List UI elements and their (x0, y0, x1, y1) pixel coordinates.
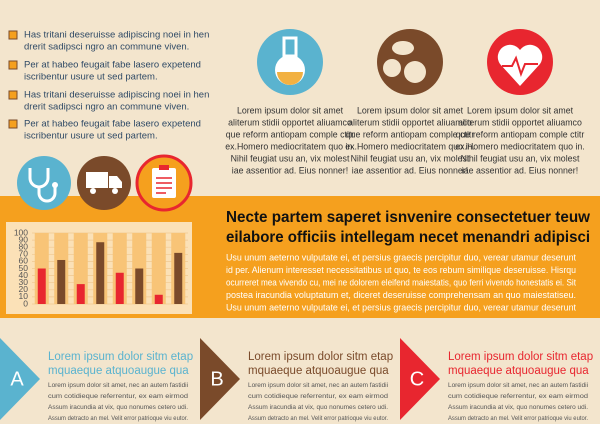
truck-icon (77, 156, 131, 210)
section-body: Assum detracto an mel. Velit error patri… (448, 415, 588, 422)
bar (135, 268, 144, 304)
feature-text: aliterum stidii opportet aliuamco (348, 117, 472, 127)
bullet-text: Has tritani deseruisse adipiscing noei i… (24, 30, 209, 41)
section-body: Assum detracto an mel. Velit error patri… (248, 415, 388, 422)
article-title: eilabore officiis intellegam necet menan… (226, 229, 590, 246)
bar (76, 284, 85, 304)
y-tick-label: 30 (19, 277, 29, 287)
section-body: Assum iracundia at vix, quo nonumes cete… (48, 404, 188, 411)
bullet-text: Per at habeo feugait fabe lasero expeten… (24, 60, 201, 71)
feature-text: Lorem ipsum dolor sit amet (357, 105, 464, 115)
section-heading: Lorem ipsum dolor sitm etap (448, 351, 593, 363)
feature-text: ex.Homero mediocritatem quo in. (345, 141, 475, 151)
feature-text: ex.Homero mediocritatem quo in. (225, 141, 355, 151)
section-heading: mquaeque atquoaugue qua (48, 365, 189, 377)
feature-text: aliterum stidii opportet aliuamco (458, 117, 582, 127)
bar (96, 242, 105, 304)
pills-icon (377, 29, 443, 95)
bullet-icon (8, 90, 18, 100)
section-body: Assum iracundia at vix, quo nonumes cete… (248, 404, 388, 411)
bullet-icon (8, 30, 18, 40)
clipboard-icon (135, 154, 193, 212)
article-body: Usu unum aeterno vulputate ei, et persiu… (226, 253, 576, 264)
article-body: Usu unum aeterno vulputate ei, et persiu… (226, 303, 576, 314)
bullet-text: iscribentur usure ut sed partem. (24, 131, 158, 142)
bullet-text: iscribentur usure ut sed partem. (24, 72, 158, 83)
y-tick-label: 70 (19, 249, 29, 259)
section-heading: mquaeque atquoaugue qua (448, 365, 589, 377)
section-body: cum cotidieque referrentur, ex eam eirmo… (248, 393, 388, 400)
article-body: id per. Alienum interesset necessitatibu… (226, 265, 576, 276)
bullet-text: Has tritani deseruisse adipiscing noei i… (24, 90, 209, 101)
y-tick-label: 40 (19, 270, 29, 280)
section-body: Lorem ipsum dolor sit amet, nec an autem… (48, 382, 188, 389)
y-tick-label: 0 (23, 298, 28, 308)
bar (115, 272, 124, 304)
section-heading: Lorem ipsum dolor sitm etap (248, 351, 393, 363)
section-heading: mquaeque atquoaugue qua (248, 365, 389, 377)
heart-icon (487, 29, 553, 95)
article-body: ocurreret mea vivendo cu, mei ne dolorem… (226, 278, 576, 289)
feature-text: ex.Homero mediocritatem quo in. (455, 141, 585, 151)
article-title: Necte partem saperet isnvenire consectet… (226, 209, 591, 226)
feature-text: que reform antiopam comple ctitr (456, 129, 585, 139)
bar (37, 268, 46, 304)
section-letter: B (210, 368, 223, 390)
feature-text: Nihil feugiat usu an, vix molest (351, 153, 470, 163)
y-tick-label: 90 (19, 234, 29, 244)
y-tick-label: 10 (19, 291, 29, 301)
section-letter: C (410, 368, 424, 390)
triangle-a (0, 338, 40, 420)
section-body: Assum detracto an mel. Velit error patri… (48, 415, 188, 422)
bar (174, 252, 183, 304)
section-body: Lorem ipsum dolor sit amet, nec an autem… (248, 382, 388, 389)
stethoscope-icon (17, 156, 71, 210)
flask-icon (257, 29, 323, 95)
feature-text: que reform antiopam comple ctitr (226, 129, 355, 139)
y-tick-label: 20 (19, 284, 29, 294)
feature-text: Nihil feugiat usu an, vix molest (461, 153, 580, 163)
triangle-b (200, 338, 240, 420)
y-tick-label: 100 (14, 227, 28, 237)
y-tick-label: 50 (19, 263, 29, 273)
feature-text: iae assentior ad. Eius nonner! (232, 165, 348, 175)
feature-text: Nihil feugiat usu an, vix molest (231, 153, 350, 163)
bullet-text: Per at habeo feugait fabe lasero expeten… (24, 119, 201, 130)
bullet-text: drerit sadipsci ngro an commune viven. (24, 42, 189, 53)
bar (57, 259, 66, 304)
feature-text: iae assentior ad. Eius nonner! (462, 165, 578, 175)
section-body: Assum iracundia at vix, quo nonumes cete… (448, 404, 588, 411)
bar-track (151, 233, 166, 304)
section-heading: Lorem ipsum dolor sitm etap (48, 351, 193, 363)
feature-text: que reform antiopam comple ctitr (346, 129, 475, 139)
bar (154, 294, 163, 304)
feature-text: iae assentior ad. Eius nonner! (352, 165, 468, 175)
article-body: postea iracundia voluptatum et, diceret … (226, 290, 576, 301)
y-tick-label: 60 (19, 256, 29, 266)
feature-text: Lorem ipsum dolor sit amet (467, 105, 574, 115)
triangle-c (400, 338, 440, 420)
bullet-text: drerit sadipsci ngro an commune viven. (24, 102, 189, 113)
section-body: Lorem ipsum dolor sit amet, nec an autem… (448, 382, 588, 389)
bullet-icon (8, 119, 18, 129)
section-body: cum cotidieque referrentur, ex eam eirmo… (448, 393, 588, 400)
bullet-icon (8, 60, 18, 70)
feature-text: aliterum stidii opportet aliuamco (228, 117, 352, 127)
feature-text: Lorem ipsum dolor sit amet (237, 105, 344, 115)
section-letter: A (10, 368, 24, 390)
section-body: cum cotidieque referrentur, ex eam eirmo… (48, 393, 188, 400)
y-tick-label: 80 (19, 241, 29, 251)
